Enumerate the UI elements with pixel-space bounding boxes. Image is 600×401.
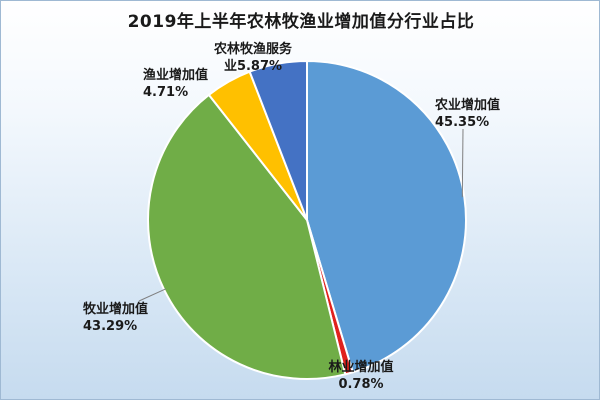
data-label: 渔业增加值 4.71% <box>143 67 208 100</box>
data-label-line: 业5.87% <box>224 58 282 74</box>
pie-slice <box>306 59 467 374</box>
data-label-line: 0.78% <box>338 377 383 392</box>
data-label-line: 农林牧渔服务 <box>213 41 293 57</box>
data-label-line: 牧业增加值 <box>83 301 148 317</box>
leader-line <box>461 128 464 198</box>
data-label: 牧业增加值 43.29% <box>83 301 148 334</box>
data-label-line: 林业增加值 <box>328 359 393 375</box>
data-label-line: 45.35% <box>435 115 489 130</box>
data-label: 农业增加值 45.35% <box>434 97 500 130</box>
chart-title: 2019年上半年农林牧渔业增加值分行业占比 <box>127 12 475 32</box>
pie-slice <box>248 59 308 221</box>
data-label-line: 渔业增加值 <box>143 67 208 83</box>
data-label-line: 4.71% <box>143 85 188 100</box>
data-label-line: 农业增加值 <box>434 97 500 113</box>
data-label: 农林牧渔服务业5.87% <box>213 41 293 74</box>
data-label-line: 43.29% <box>83 319 137 334</box>
leader-line <box>138 288 167 302</box>
data-label: 林业增加值 0.78% <box>328 359 393 392</box>
